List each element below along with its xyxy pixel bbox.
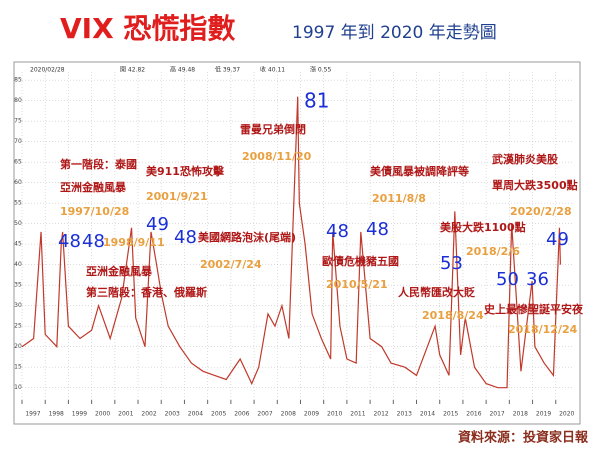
header-item: 收 40.11: [260, 66, 285, 74]
annotation: 2010/5/21: [326, 278, 388, 291]
annotation: 48: [82, 231, 105, 252]
y-tick-label: 20: [14, 343, 22, 350]
annotation: 人民幣匯改大貶: [398, 285, 475, 299]
annotation: 史上最慘聖誕平安夜: [484, 302, 584, 316]
annotation: 49: [546, 229, 569, 250]
y-tick-label: 40: [14, 261, 22, 268]
y-tick-label: 65: [14, 159, 22, 166]
x-tick-label: 2001: [118, 411, 133, 418]
x-tick-label: 2015: [443, 411, 458, 418]
x-tick-label: 2019: [536, 411, 551, 418]
header-item: 漲 0.55: [310, 66, 331, 74]
y-tick-label: 60: [14, 179, 22, 186]
x-tick-label: 2004: [188, 411, 203, 418]
header-item: 開 42.82: [120, 67, 145, 74]
annotation: 雷曼兄弟倒閉: [240, 122, 306, 136]
annotation: 武漢肺炎美股: [492, 152, 559, 166]
annotation: 2011/8/8: [372, 192, 426, 205]
annotation: 81: [304, 89, 329, 113]
annotation: 美911恐怖攻擊: [146, 164, 225, 178]
annotation: 2002/7/24: [200, 258, 262, 271]
y-tick-label: 85: [14, 77, 22, 84]
x-tick-label: 2007: [257, 411, 272, 418]
x-tick-label: 2003: [165, 411, 180, 418]
header-item: 2020/02/28: [30, 67, 65, 74]
y-tick-label: 50: [14, 220, 22, 227]
y-tick-label: 55: [14, 200, 22, 207]
header-item: 低 39.37: [215, 66, 240, 74]
y-tick-label: 15: [14, 364, 22, 371]
x-tick-label: 1999: [72, 411, 87, 418]
y-tick-label: 70: [14, 138, 22, 145]
annotation: 53: [440, 253, 463, 274]
source: 資料來源：投資家日報: [458, 430, 589, 446]
annotation: 歐債危機豬五國: [322, 254, 399, 268]
annotation: 2018/2/6: [466, 245, 520, 258]
annotation: 1998/9/11: [103, 236, 165, 249]
annotation: 36: [526, 269, 549, 290]
y-tick-label: 35: [14, 282, 22, 289]
chart-subtitle: 1997 年到 2020 年走勢圖: [292, 23, 497, 43]
x-tick-label: 2017: [489, 411, 504, 418]
x-tick-label: 2018: [513, 411, 528, 418]
y-tick-label: 45: [14, 241, 22, 248]
annotation: 50: [496, 269, 519, 290]
y-tick-label: 25: [14, 323, 22, 330]
x-tick-label: 2005: [211, 411, 226, 418]
chart-title: VIX 恐慌指數: [60, 12, 235, 45]
annotation: 2008/11/20: [242, 150, 312, 163]
y-tick-label: 10: [14, 384, 22, 391]
annotation: 48: [326, 221, 349, 242]
x-tick-label: 2012: [373, 411, 388, 418]
y-tick-label: 30: [14, 302, 22, 309]
x-tick-label: 2014: [420, 411, 435, 418]
x-tick-label: 2006: [234, 411, 249, 418]
annotation: 2018/12/24: [508, 323, 578, 336]
annotation: 單周大跌3500點: [492, 178, 578, 192]
header-item: 高 49.48: [170, 66, 195, 74]
vix-line: [21, 96, 561, 389]
annotation: 第一階段：泰國: [60, 157, 137, 171]
x-tick-label: 2010: [327, 411, 342, 418]
x-tick-label: 2008: [281, 411, 296, 418]
annotation: 2020/2/28: [510, 205, 572, 218]
annotation: 1997/10/28: [60, 205, 129, 218]
annotation: 第三階段：香港、俄羅斯: [86, 285, 207, 299]
annotation: 亞洲金融風暴: [60, 180, 127, 194]
y-tick-label: 75: [14, 118, 22, 125]
x-tick-label: 2016: [466, 411, 481, 418]
annotation: 48: [58, 231, 81, 252]
x-tick-label: 2020: [559, 411, 574, 418]
x-tick-label: 1998: [49, 411, 64, 418]
x-tick-label: 2002: [141, 411, 156, 418]
annotation: 2018/8/24: [422, 309, 484, 322]
annotation: 美債風暴被調降評等: [370, 164, 469, 178]
annotation: 49: [146, 214, 169, 235]
annotation: 美股大跌1100點: [440, 220, 526, 234]
x-tick-label: 1997: [25, 411, 40, 418]
annotation: 美國網路泡沫(尾端): [198, 230, 296, 244]
annotation: 48: [174, 227, 197, 248]
x-tick-label: 2011: [350, 411, 365, 418]
x-tick-label: 2013: [397, 411, 412, 418]
annotation: 2001/9/21: [146, 190, 208, 203]
y-tick-label: 80: [14, 97, 22, 104]
x-tick-label: 2000: [95, 411, 110, 418]
annotation: 48: [366, 219, 389, 240]
x-tick-label: 2009: [304, 411, 319, 418]
annotation: 亞洲金融風暴: [86, 264, 153, 278]
